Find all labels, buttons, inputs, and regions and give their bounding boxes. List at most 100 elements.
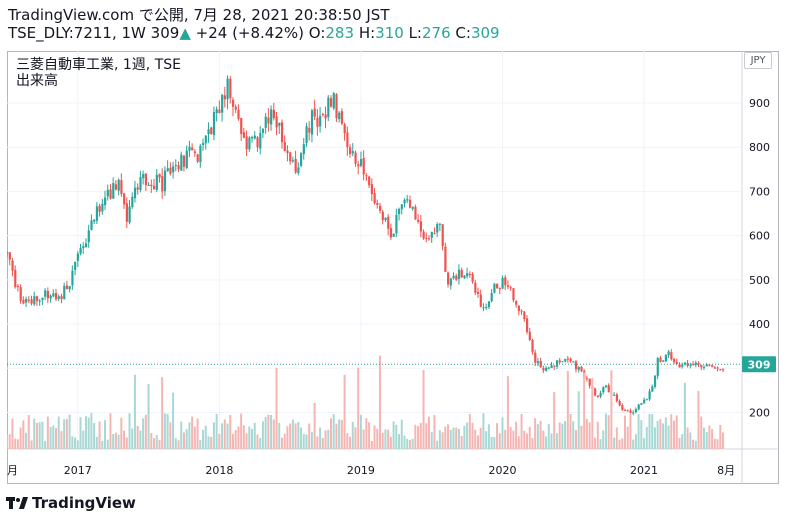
volume-bar [314,403,316,449]
volume-bar [442,432,444,449]
volume-bar [526,433,528,449]
volume-bar [450,430,452,449]
series-legend[interactable]: 三菱自動車工業, 1週, TSE [16,57,181,74]
candle-body [205,136,207,144]
candle-body [295,159,297,173]
volume-bar [452,428,454,449]
candle-body [564,359,566,361]
candle-body [469,274,471,275]
candle-body [510,287,512,288]
candle-body [237,110,239,119]
volume-bar [142,418,144,449]
candle-body [379,206,381,211]
volume-bar [194,427,196,449]
volume-bar [624,416,626,449]
candle-body [417,220,419,222]
tradingview-logo-icon [6,496,28,510]
candle-body [156,175,158,190]
candle-body [553,366,555,367]
brand-name: TradingView [32,494,136,512]
volume-bar [265,417,267,449]
candle-body [126,203,128,221]
volume-bar [466,423,468,449]
volume-bar [512,431,514,449]
candle-body [9,252,11,259]
candle-body [180,155,182,171]
candle-body [578,367,580,370]
candle-body [120,180,122,194]
volume-bar [237,426,239,449]
volume-bar [210,437,212,449]
candle-body [104,198,106,205]
candle-body [300,153,302,166]
candle-body [7,252,8,254]
volume-bar [431,432,433,449]
candle-body [207,129,209,134]
volume-bar [393,422,395,449]
volume-bar [52,426,54,449]
candle-body [507,285,509,287]
volume-bar [88,418,90,449]
candle-body [216,109,218,113]
candle-body [172,167,174,173]
candle-body [213,112,215,135]
candle-body [363,158,365,175]
volume-bar [172,393,174,449]
candle-body [194,151,196,153]
candle-body [322,114,324,115]
candle-body [82,246,84,248]
candle-body [512,288,514,300]
currency-button[interactable]: JPY [744,52,772,69]
candle-body [659,358,661,362]
candle-body [74,262,76,270]
candle-body [586,378,588,379]
candle-body [529,332,531,340]
volume-bar [436,441,438,449]
volume-bar [188,422,190,449]
volume-bar [80,417,82,449]
x-tick-label: 2018 [205,464,233,477]
volume-bar [681,434,683,449]
candle-body [561,361,563,362]
candle-body [616,394,618,400]
candle-body [325,114,327,118]
x-tick-label: 2017 [64,464,92,477]
volume-bar [207,436,209,449]
price-chart[interactable]: 200 400 500 600 700 800 900 月 2017 2018 2019 2020 20… [7,51,779,484]
candle-body [521,311,523,312]
candle-body [335,94,337,118]
volume-bar [354,427,356,449]
candle-body [589,379,591,386]
candle-body [371,184,373,194]
volume-bar [455,428,457,449]
volume-bar [63,419,65,449]
volume-bar [167,414,169,449]
candle-body [352,151,354,153]
volume-bar [559,423,561,449]
candle-body [488,301,490,307]
x-tick-label: 2019 [347,464,375,477]
candle-body [139,177,141,190]
candle-body [550,365,552,368]
volume-bar [496,423,498,449]
volume-bar [687,428,689,449]
candle-body [22,300,24,303]
ohlc-bar: TSE_DLY:7211, 1W 309▲ +24 (+8.42%) O:283… [8,24,500,42]
volume-bar [145,415,147,449]
candle-body [93,220,95,222]
candle-body [542,368,544,370]
candle-body [390,228,392,237]
change-value: +24 (+8.42%) [196,24,304,42]
candle-body [346,132,348,147]
candle-body [393,234,395,237]
volume-bar [711,429,713,449]
candle-body [436,224,438,232]
volume-bar [139,431,141,449]
candle-body [191,148,193,151]
volume-bar [199,440,201,449]
candle-body [695,363,697,365]
volume-legend[interactable]: 出来高 [16,73,58,90]
volume-bar [352,422,354,449]
candle-body [262,129,264,133]
candle-body [199,146,201,162]
